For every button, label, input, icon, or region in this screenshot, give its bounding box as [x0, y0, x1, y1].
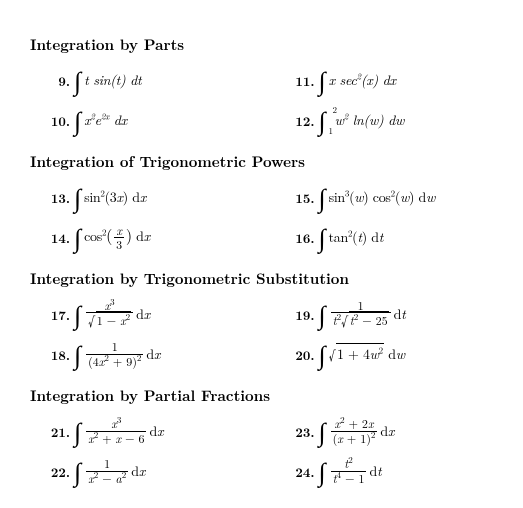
- integral-expr: ∫ t2 t4 − 1 dt: [319, 457, 382, 484]
- integral-expr: ∫ √1 + 4w2 dw: [319, 344, 405, 365]
- problem-12: 12. ∫12 w2 ln(w) dw: [289, 103, 494, 137]
- problem-19: 19. ∫ 1 t2√t2 − 25 dt: [289, 297, 494, 331]
- problem-23: 23. ∫ x2 + 2x (x + 1)2 dx: [289, 414, 494, 448]
- integral-expr: ∫ t sin(t) dt: [74, 70, 141, 91]
- problem-number: 13.: [44, 188, 74, 207]
- problem-number: 18.: [44, 345, 74, 364]
- integral-expr: ∫ tan2(t) dt: [319, 227, 384, 248]
- problem-21: 21. ∫ x3 x2 + x − 6 dx: [44, 414, 249, 448]
- integral-expr: ∫ 1 (4x2 + 9)2 dx: [74, 340, 160, 367]
- problem-grid: 21. ∫ x3 x2 + x − 6 dx 23. ∫ x2 + 2x (x …: [44, 414, 493, 488]
- integral-expr: ∫12 w2 ln(w) dw: [319, 110, 404, 131]
- problem-number: 12.: [289, 111, 319, 130]
- problem-number: 9.: [44, 71, 74, 90]
- integral-expr: ∫ x2e2x dx: [74, 110, 127, 131]
- problem-number: 16.: [289, 228, 319, 247]
- problem-number: 15.: [289, 188, 319, 207]
- problem-number: 21.: [44, 422, 74, 441]
- problem-18: 18. ∫ 1 (4x2 + 9)2 dx: [44, 337, 249, 371]
- integral-expr: ∫ sin2(3x) dx: [74, 187, 146, 208]
- problem-number: 24.: [289, 462, 319, 481]
- problem-grid: 13. ∫ sin2(3x) dx 15. ∫ sin3(w) cos2(w) …: [44, 180, 493, 254]
- problem-24: 24. ∫ t2 t4 − 1 dt: [289, 454, 494, 488]
- problem-number: 19.: [289, 305, 319, 324]
- problem-number: 17.: [44, 305, 74, 324]
- integral-expr: ∫ x2 + 2x (x + 1)2 dx: [319, 417, 395, 444]
- integral-expr: ∫ 1 t2√t2 − 25 dt: [319, 299, 406, 329]
- integral-expr: ∫ cos2(x3) dx: [74, 223, 150, 252]
- problem-number: 23.: [289, 422, 319, 441]
- problem-number: 11.: [289, 71, 319, 90]
- problem-number: 14.: [44, 228, 74, 247]
- integral-expr: ∫ sin3(w) cos2(w) dw: [319, 187, 435, 208]
- problem-grid: 17. ∫ x3 √1 − x2 dx 19. ∫ 1 t2√t2 − 25 d…: [44, 297, 493, 371]
- problem-grid: 9. ∫ t sin(t) dt 11. ∫ x sec2(x) dx 10. …: [44, 63, 493, 137]
- problem-11: 11. ∫ x sec2(x) dx: [289, 63, 494, 97]
- problem-22: 22. ∫ 1 x2 − a2 dx: [44, 454, 249, 488]
- problem-14: 14. ∫ cos2(x3) dx: [44, 220, 249, 254]
- problem-9: 9. ∫ t sin(t) dt: [44, 63, 249, 97]
- section-title: Integration by Trigonometric Substitutio…: [30, 268, 493, 289]
- problem-15: 15. ∫ sin3(w) cos2(w) dw: [289, 180, 494, 214]
- integral-expr: ∫ x sec2(x) dx: [319, 70, 396, 91]
- problem-number: 22.: [44, 462, 74, 481]
- problem-13: 13. ∫ sin2(3x) dx: [44, 180, 249, 214]
- problem-number: 20.: [289, 345, 319, 364]
- problem-17: 17. ∫ x3 √1 − x2 dx: [44, 297, 249, 331]
- section-title: Integration by Partial Fractions: [30, 385, 493, 406]
- integral-expr: ∫ x3 √1 − x2 dx: [74, 299, 150, 329]
- problem-10: 10. ∫ x2e2x dx: [44, 103, 249, 137]
- section-title: Integration by Parts: [30, 34, 493, 55]
- problem-20: 20. ∫ √1 + 4w2 dw: [289, 337, 494, 371]
- section-title: Integration of Trigonometric Powers: [30, 151, 493, 172]
- integral-expr: ∫ 1 x2 − a2 dx: [74, 457, 145, 484]
- integral-expr: ∫ x3 x2 + x − 6 dx: [74, 417, 163, 444]
- problem-number: 10.: [44, 111, 74, 130]
- problem-16: 16. ∫ tan2(t) dt: [289, 220, 494, 254]
